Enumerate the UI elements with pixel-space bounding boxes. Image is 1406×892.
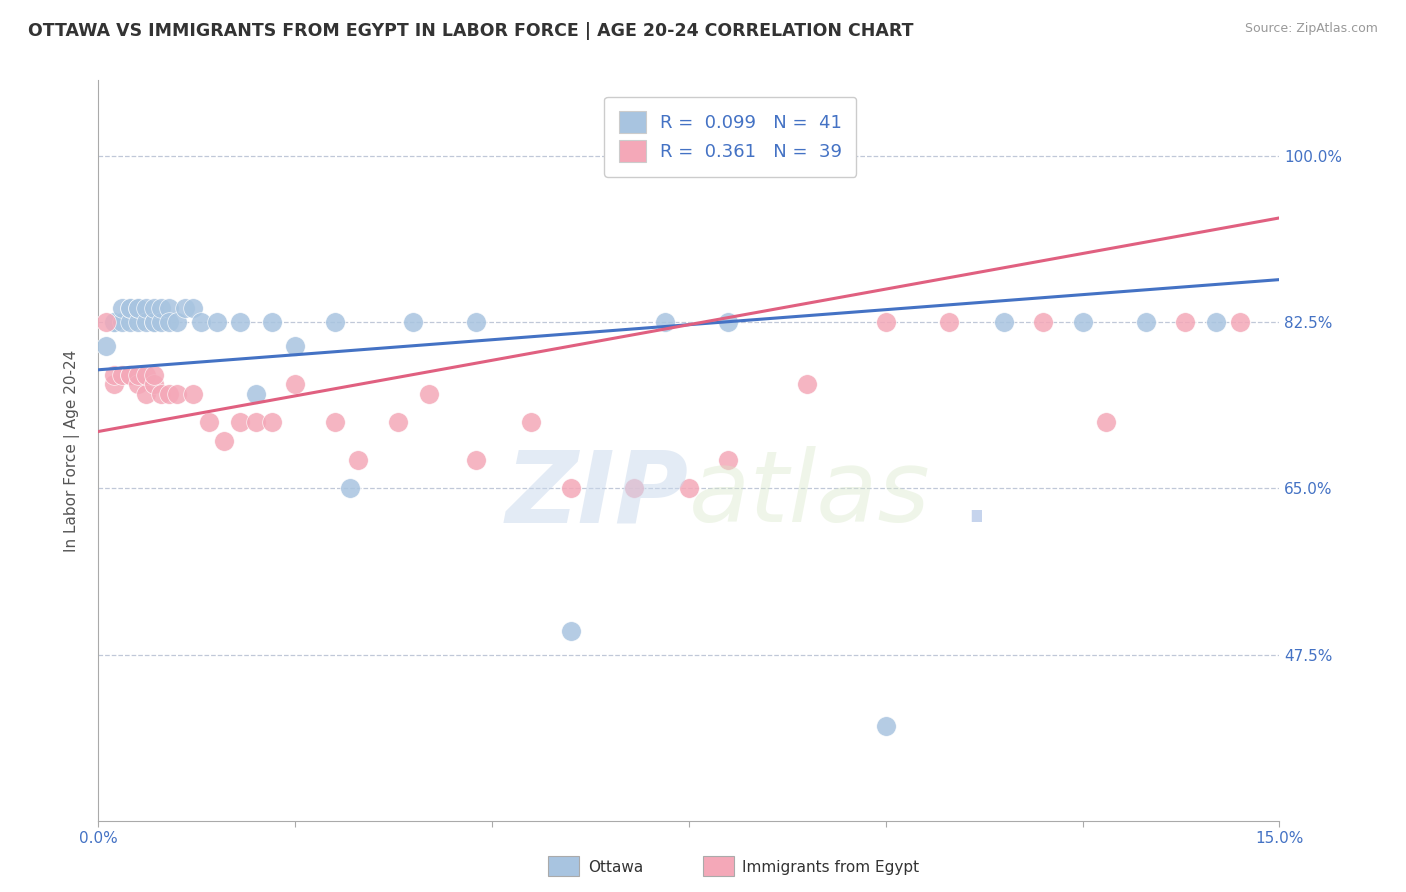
Point — [150, 301, 173, 315]
Point — [1229, 315, 1251, 329]
Point — [245, 386, 267, 401]
Point — [465, 453, 488, 467]
Text: ZIP: ZIP — [506, 446, 689, 543]
Text: Immigrants from Egypt: Immigrants from Egypt — [742, 860, 920, 874]
Point — [166, 315, 188, 329]
Point — [150, 315, 173, 329]
Point — [150, 386, 173, 401]
Point — [229, 315, 252, 329]
Point — [135, 301, 157, 315]
Point — [103, 315, 125, 329]
Point — [993, 315, 1015, 329]
Point — [142, 377, 165, 392]
Point — [96, 339, 118, 353]
Point — [103, 315, 125, 329]
Point — [118, 368, 141, 382]
Point — [796, 377, 818, 392]
Text: atlas: atlas — [689, 446, 931, 543]
Point — [135, 315, 157, 329]
Point — [1135, 315, 1157, 329]
Point — [560, 624, 582, 638]
Point — [678, 482, 700, 496]
Point — [190, 315, 212, 329]
Point — [157, 315, 180, 329]
Point — [111, 301, 134, 315]
Point — [118, 315, 141, 329]
Point — [111, 315, 134, 329]
Point — [323, 415, 346, 429]
Point — [347, 453, 370, 467]
Point — [214, 434, 236, 448]
Point — [181, 386, 204, 401]
Point — [1032, 315, 1054, 329]
Point — [118, 301, 141, 315]
Point — [103, 377, 125, 392]
Point — [875, 315, 897, 329]
Point — [418, 386, 440, 401]
Point — [323, 315, 346, 329]
Point — [103, 368, 125, 382]
Point — [284, 377, 307, 392]
Point — [717, 453, 740, 467]
Point — [166, 386, 188, 401]
Point — [127, 377, 149, 392]
Point — [118, 301, 141, 315]
Point — [142, 315, 165, 329]
Point — [229, 415, 252, 429]
Point — [127, 301, 149, 315]
Point — [174, 301, 197, 315]
Text: Source: ZipAtlas.com: Source: ZipAtlas.com — [1244, 22, 1378, 36]
Text: .: . — [960, 446, 993, 543]
Point — [1174, 315, 1197, 329]
Text: OTTAWA VS IMMIGRANTS FROM EGYPT IN LABOR FORCE | AGE 20-24 CORRELATION CHART: OTTAWA VS IMMIGRANTS FROM EGYPT IN LABOR… — [28, 22, 914, 40]
Point — [127, 315, 149, 329]
Point — [205, 315, 228, 329]
Point — [465, 315, 488, 329]
Text: Ottawa: Ottawa — [588, 860, 643, 874]
Point — [260, 415, 283, 429]
Point — [111, 368, 134, 382]
Point — [96, 315, 118, 329]
Point — [127, 301, 149, 315]
Point — [142, 315, 165, 329]
Point — [284, 339, 307, 353]
Y-axis label: In Labor Force | Age 20-24: In Labor Force | Age 20-24 — [63, 350, 80, 551]
Point — [387, 415, 409, 429]
Point — [717, 315, 740, 329]
Point — [623, 482, 645, 496]
Point — [402, 315, 425, 329]
Legend: R =  0.099   N =  41, R =  0.361   N =  39: R = 0.099 N = 41, R = 0.361 N = 39 — [605, 96, 856, 177]
Point — [1071, 315, 1094, 329]
Point — [157, 386, 180, 401]
Point — [118, 368, 141, 382]
Point — [938, 315, 960, 329]
Point — [520, 415, 543, 429]
Point — [142, 368, 165, 382]
Point — [654, 315, 676, 329]
Point — [197, 415, 219, 429]
Point — [1205, 315, 1227, 329]
Point — [135, 368, 157, 382]
Point — [142, 301, 165, 315]
Point — [245, 415, 267, 429]
Point — [875, 719, 897, 733]
Point — [339, 482, 361, 496]
Point — [260, 315, 283, 329]
Point — [135, 386, 157, 401]
Point — [157, 301, 180, 315]
Point — [181, 301, 204, 315]
Point — [1095, 415, 1118, 429]
Point — [127, 368, 149, 382]
Point — [560, 482, 582, 496]
